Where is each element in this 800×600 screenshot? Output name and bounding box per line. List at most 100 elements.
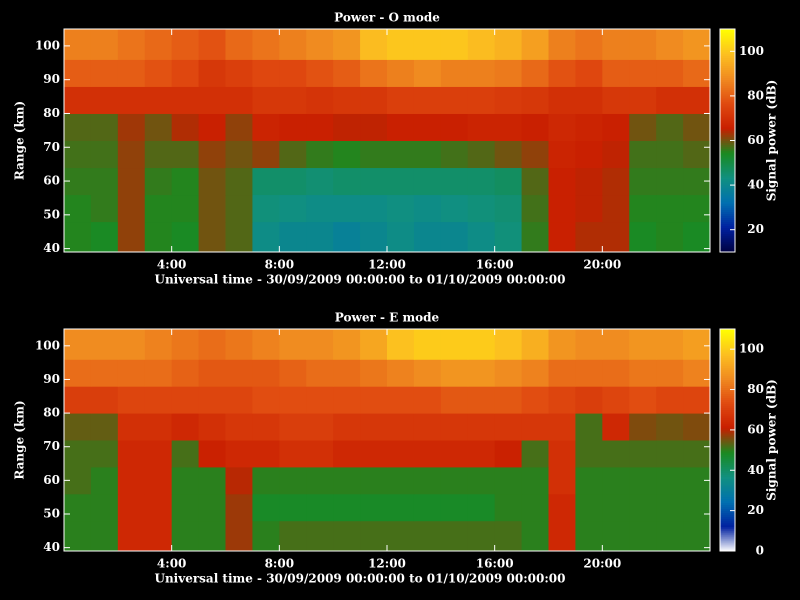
heat-cell <box>387 59 415 87</box>
heat-cell <box>467 466 496 495</box>
heat-cell <box>225 140 253 169</box>
heat-cell <box>117 440 146 468</box>
heat-cell <box>198 29 226 60</box>
heat-cell <box>279 221 307 253</box>
y-axis-label: Range (km) <box>13 101 27 180</box>
heat-cell <box>683 359 711 387</box>
colorbar-segment <box>720 237 735 241</box>
colorbar-segment <box>720 166 735 170</box>
colorbar-segment <box>720 355 735 358</box>
colorbar-tick-label: 40 <box>747 463 764 477</box>
colorbar-segment <box>720 53 735 56</box>
colorbar-segment <box>720 85 735 89</box>
heat-cell <box>90 329 119 360</box>
colorbar-segment <box>720 37 735 40</box>
heat-cell <box>333 413 361 441</box>
colorbar-segment <box>720 140 735 144</box>
heat-cell <box>279 167 307 196</box>
heat-cell <box>467 359 496 387</box>
heat-cell <box>225 59 253 87</box>
heat-cell <box>467 194 496 223</box>
heat-cell <box>333 194 361 223</box>
colorbar-segment <box>720 405 735 409</box>
heat-cell <box>629 413 657 441</box>
heat-cell <box>90 493 119 522</box>
heat-cell <box>333 386 361 414</box>
heat-cell <box>90 440 119 468</box>
heat-cell <box>144 221 173 253</box>
y-axis-label: Range (km) <box>13 400 27 479</box>
heat-cell <box>467 29 496 60</box>
heat-cell <box>117 413 146 441</box>
heat-cell <box>387 140 415 169</box>
heat-cell <box>629 29 657 60</box>
heat-cell <box>494 466 523 495</box>
heat-cell <box>144 520 173 552</box>
colorbar-segment <box>720 110 735 113</box>
colorbar-segment <box>720 494 735 498</box>
colorbar-segment <box>720 35 735 38</box>
colorbar-segment <box>720 506 735 510</box>
heat-cell <box>333 329 361 360</box>
colorbar-segment <box>720 413 735 417</box>
heat-cell <box>602 113 630 141</box>
colorbar-segment <box>720 431 735 435</box>
heat-cell <box>683 329 711 360</box>
heat-cell <box>144 386 173 414</box>
heat-cell <box>548 221 576 253</box>
heat-cell <box>440 167 469 196</box>
colorbar-segment <box>720 31 735 34</box>
colorbar-segment <box>720 524 735 528</box>
heat-cell <box>171 520 200 552</box>
heat-cell <box>494 493 523 522</box>
colorbar-segment <box>720 104 735 107</box>
colorbar-segment <box>720 45 735 48</box>
heat-cell <box>602 86 630 114</box>
heat-cell <box>413 194 442 223</box>
heat-cell <box>144 59 173 87</box>
heat-cell <box>629 329 657 360</box>
y-tick-label: 80 <box>43 106 60 120</box>
heat-cell <box>494 359 523 387</box>
colorbar-segment <box>720 387 735 391</box>
heat-cell <box>413 167 442 196</box>
heat-cell <box>252 359 280 387</box>
colorbar-segment <box>720 63 735 66</box>
colorbar-segment <box>720 221 735 225</box>
heat-cell <box>548 466 576 495</box>
heat-cell <box>656 86 684 114</box>
colorbar-segment <box>720 373 735 376</box>
heat-cell <box>521 359 549 387</box>
heat-cell <box>656 440 684 468</box>
colorbar-tick-label: 100 <box>739 44 764 58</box>
heat-cell <box>656 140 684 169</box>
heat-cell <box>306 167 334 196</box>
y-tick-label: 90 <box>43 372 60 386</box>
heat-cell <box>306 194 334 223</box>
heat-cell <box>198 86 226 114</box>
colorbar-segment <box>720 419 735 423</box>
heat-cell <box>575 386 603 414</box>
heat-cell <box>198 386 226 414</box>
heat-cell <box>629 221 657 253</box>
heat-cell <box>225 413 253 441</box>
colorbar-segment <box>720 425 735 429</box>
colorbar-segment <box>720 227 735 231</box>
heat-cell <box>387 167 415 196</box>
colorbar-segment <box>720 329 735 332</box>
heat-cell <box>602 29 630 60</box>
colorbar-segment <box>720 101 735 105</box>
heat-cell <box>252 59 280 87</box>
heat-cell <box>602 167 630 196</box>
colorbar-segment <box>720 174 735 178</box>
heat-cell <box>171 194 200 223</box>
heat-cell <box>467 520 496 552</box>
heat-cell <box>656 167 684 196</box>
heat-cell <box>683 440 711 468</box>
heat-cell <box>279 440 307 468</box>
colorbar-segment <box>720 534 735 538</box>
heat-cell <box>629 440 657 468</box>
colorbar-segment <box>720 397 735 401</box>
